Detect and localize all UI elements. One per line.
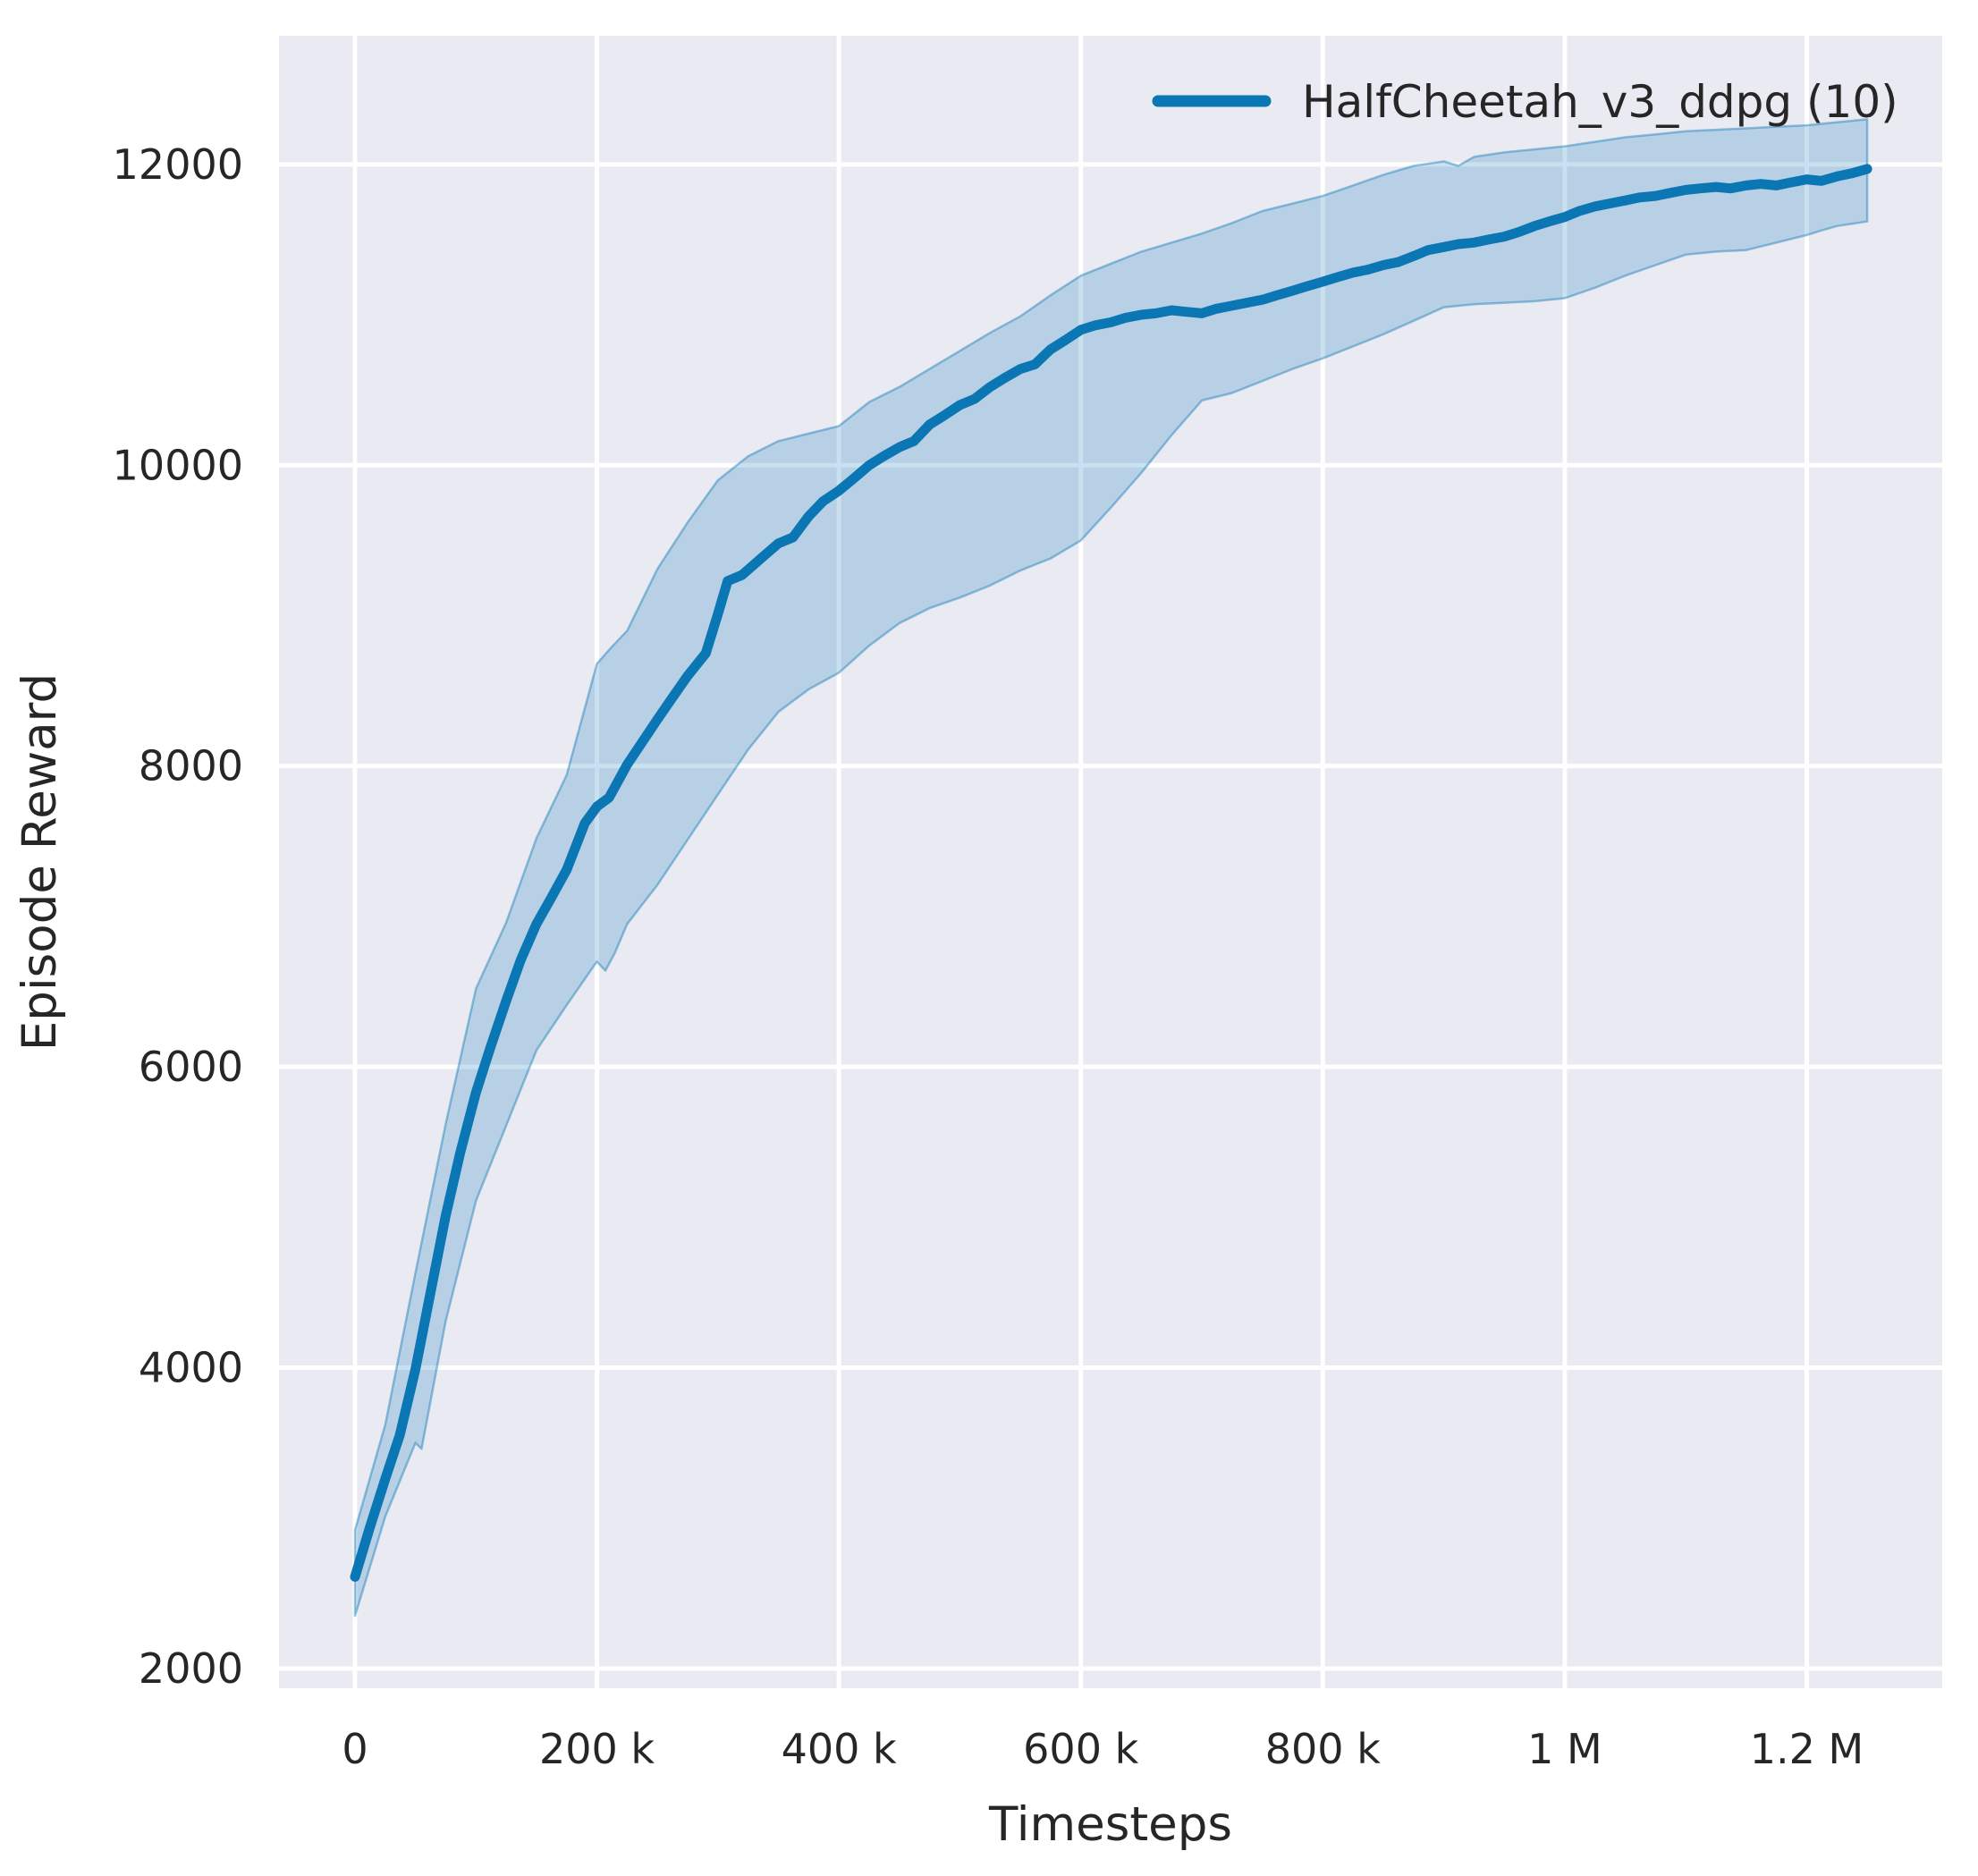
confidence-band xyxy=(353,118,1869,1618)
x-tick-label: 200 k xyxy=(539,1725,655,1773)
plot-background-layer xyxy=(279,36,1942,1688)
y-tick-label: 10000 xyxy=(113,441,243,489)
gridline-layer xyxy=(279,36,1942,1688)
y-tick-label: 12000 xyxy=(113,140,243,189)
series-layer xyxy=(350,118,1872,1618)
y-tick-label: 8000 xyxy=(139,742,243,790)
legend: HalfCheetah_v3_ddpg (10) xyxy=(1152,76,1898,128)
mean-reward-line xyxy=(350,164,1872,1582)
x-tick-labels: 0 200 k 400 k 600 k 800 k 1 M 1.2 M xyxy=(342,1725,1864,1773)
y-tick-label: 6000 xyxy=(139,1043,243,1091)
x-axis-label: Timesteps xyxy=(988,1797,1232,1852)
plot-area xyxy=(279,36,1942,1688)
x-tick-label: 800 k xyxy=(1265,1725,1381,1773)
y-axis-label: Episode Reward xyxy=(13,673,67,1051)
x-tick-label: 0 xyxy=(342,1725,368,1773)
y-tick-labels: 2000 4000 6000 8000 10000 12000 xyxy=(113,140,243,1693)
legend-label: HalfCheetah_v3_ddpg (10) xyxy=(1302,76,1898,128)
y-tick-label: 4000 xyxy=(139,1344,243,1392)
x-tick-label: 600 k xyxy=(1023,1725,1138,1773)
y-tick-label: 2000 xyxy=(139,1644,243,1693)
x-tick-label: 400 k xyxy=(782,1725,897,1773)
x-tick-label: 1.2 M xyxy=(1750,1725,1864,1773)
x-tick-label: 1 M xyxy=(1527,1725,1602,1773)
